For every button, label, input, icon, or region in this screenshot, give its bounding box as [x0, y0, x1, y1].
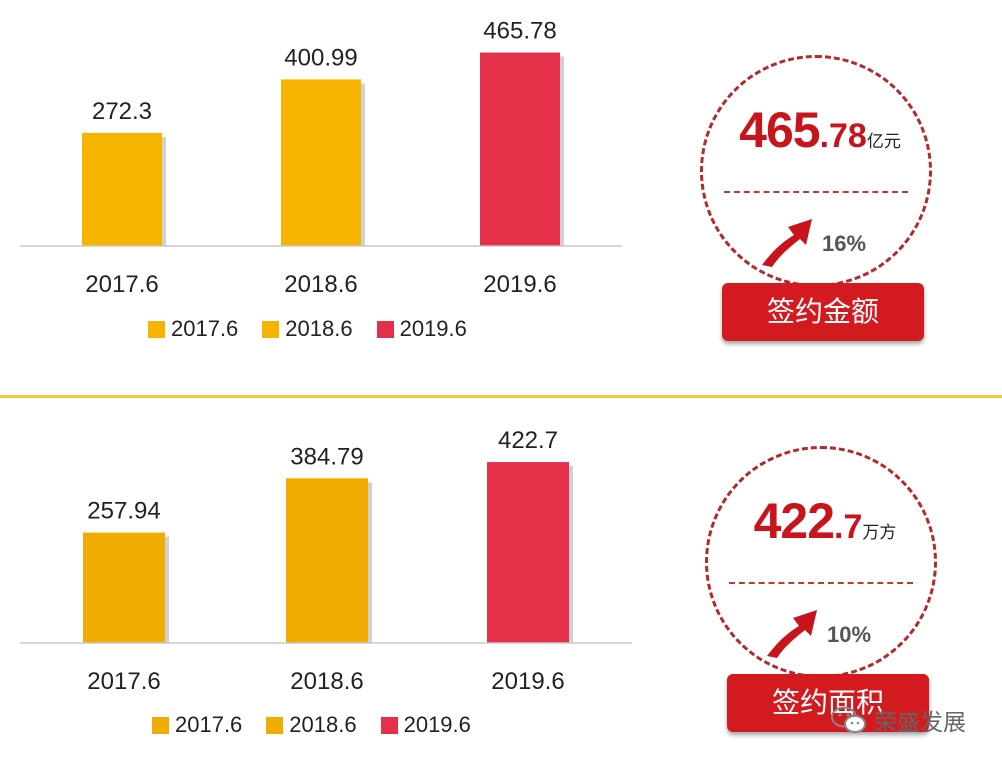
legend-swatch	[148, 320, 165, 338]
kpi-signed-amount: 465.78亿元 16% 签约金额	[700, 55, 940, 345]
chart-legend: 2017.6 2018.6 2019.6	[152, 712, 471, 738]
legend-label: 2019.6	[399, 316, 467, 341]
bar-2019.6	[487, 462, 569, 643]
data-label: 422.7	[498, 427, 558, 454]
bar-chart-signed-area: 257.94 2017.6 384.79 2018.6 422.7 2019.6	[20, 427, 632, 695]
section-divider	[0, 395, 1002, 398]
legend-item: 2018.6	[266, 712, 357, 738]
watermark-text: 荣盛发展	[874, 709, 966, 735]
kpi-separator	[729, 582, 913, 584]
legend-label: 2017.6	[175, 712, 243, 737]
bar-2017.6	[83, 532, 165, 643]
kpi-label-button: 签约金额	[722, 283, 924, 341]
kpi-value-decimal: .78	[819, 117, 867, 155]
kpi-separator	[724, 191, 908, 193]
kpi-signed-area: 422.7万方 10% 签约面积	[705, 446, 945, 736]
trend-up-arrow-icon	[762, 219, 812, 267]
legend-label: 2018.6	[285, 316, 353, 341]
kpi-growth: 10%	[827, 622, 872, 647]
panel-signed-amount: 272.3 2017.6 400.99 2018.6 465.78 2019.6 2017…	[20, 18, 940, 345]
panel-signed-area: 257.94 2017.6 384.79 2018.6 422.7 2019.6 2017…	[0, 399, 1002, 759]
legend-label: 2019.6	[403, 712, 471, 737]
bar-chart-signed-amount: 272.3 2017.6 400.99 2018.6 465.78 2019.6	[20, 18, 622, 298]
legend-swatch	[262, 320, 280, 338]
bar-2019.6	[480, 52, 560, 246]
data-label: 400.99	[284, 44, 357, 71]
kpi-value-integer: 465	[739, 102, 820, 158]
data-label: 272.3	[92, 98, 152, 125]
kpi-unit: 亿元	[866, 132, 901, 151]
legend-item: 2019.6	[380, 712, 471, 738]
kpi-value: 422.7万方	[705, 492, 945, 550]
x-tick-label: 2017.6	[85, 271, 158, 298]
x-tick-label: 2017.6	[87, 668, 160, 695]
legend-item: 2018.6	[262, 316, 353, 342]
x-tick-label: 2018.6	[290, 668, 363, 695]
kpi-unit: 万方	[862, 523, 897, 542]
bar-2018.6	[286, 478, 368, 643]
x-tick-label: 2019.6	[491, 668, 564, 695]
kpi-value-integer: 422	[753, 493, 835, 549]
bar-2018.6	[281, 79, 361, 246]
trend-up-arrow-icon	[767, 610, 817, 658]
legend-label: 2017.6	[171, 316, 239, 341]
kpi-value: 465.78亿元	[700, 101, 940, 159]
legend-item: 2017.6	[152, 712, 242, 738]
kpi-label-button: 签约面积	[727, 674, 929, 732]
legend-swatch	[376, 320, 394, 338]
kpi-dashed-circle	[700, 55, 932, 287]
kpi-dashed-circle	[705, 446, 937, 678]
x-tick-label: 2019.6	[483, 271, 556, 298]
legend-swatch	[266, 716, 284, 734]
legend-swatch	[380, 716, 398, 734]
kpi-growth: 16%	[822, 231, 867, 256]
legend-swatch	[152, 716, 169, 734]
bar-2017.6	[82, 132, 162, 246]
watermark: 荣盛发展	[830, 703, 966, 737]
legend-item: 2019.6	[376, 316, 467, 342]
data-label: 465.78	[483, 18, 556, 45]
chart-legend: 2017.6 2018.6 2019.6	[148, 316, 467, 342]
legend-label: 2018.6	[289, 712, 357, 737]
x-tick-label: 2018.6	[284, 271, 357, 298]
legend-item: 2017.6	[148, 316, 238, 342]
data-label: 257.94	[87, 498, 160, 525]
data-label: 384.79	[290, 443, 363, 470]
wechat-icon	[831, 706, 866, 733]
kpi-value-decimal: .7	[834, 508, 863, 546]
